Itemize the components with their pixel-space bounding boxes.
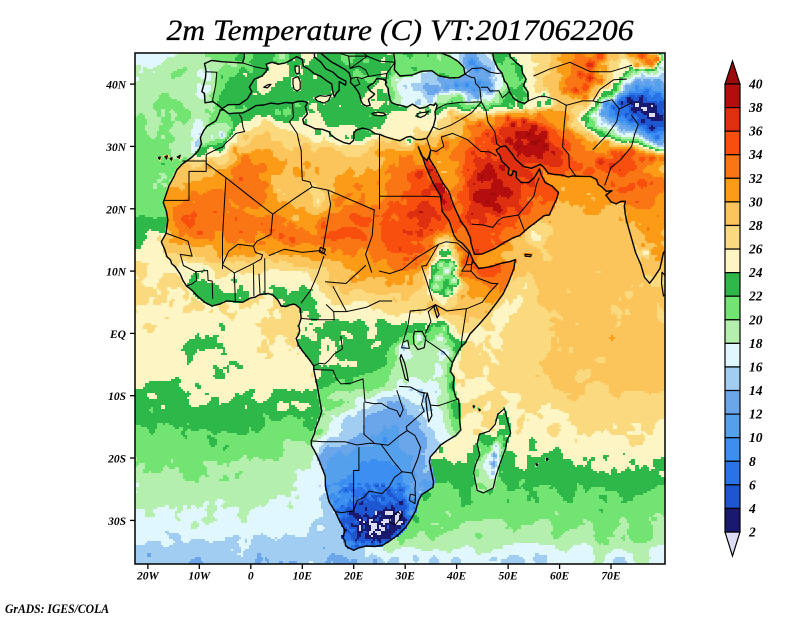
svg-text:40: 40 — [748, 77, 763, 92]
svg-text:18: 18 — [749, 336, 763, 351]
svg-text:10: 10 — [749, 430, 763, 445]
svg-text:32: 32 — [748, 171, 763, 186]
svg-text:20S: 20S — [107, 454, 126, 466]
svg-text:22: 22 — [748, 289, 763, 304]
svg-text:10W: 10W — [188, 571, 211, 583]
svg-text:26: 26 — [748, 242, 763, 257]
svg-text:30N: 30N — [105, 142, 127, 154]
svg-text:16: 16 — [749, 359, 763, 374]
svg-text:28: 28 — [748, 218, 763, 233]
svg-text:10E: 10E — [293, 571, 313, 583]
svg-text:0: 0 — [248, 571, 254, 583]
svg-text:70E: 70E — [601, 571, 621, 583]
svg-text:4: 4 — [748, 501, 756, 516]
svg-text:6: 6 — [749, 477, 756, 492]
svg-text:24: 24 — [748, 265, 763, 280]
svg-text:30: 30 — [748, 194, 763, 209]
svg-text:30S: 30S — [107, 516, 126, 528]
svg-text:38: 38 — [748, 100, 763, 115]
svg-text:36: 36 — [748, 124, 763, 139]
svg-text:50E: 50E — [499, 571, 519, 583]
svg-text:12: 12 — [749, 407, 763, 422]
svg-text:60E: 60E — [550, 571, 570, 583]
svg-text:EQ: EQ — [109, 329, 126, 341]
svg-text:2: 2 — [748, 525, 756, 540]
svg-text:20: 20 — [748, 312, 763, 327]
svg-text:40E: 40E — [446, 571, 467, 583]
svg-text:10N: 10N — [106, 267, 127, 279]
svg-text:10S: 10S — [108, 391, 126, 403]
svg-text:34: 34 — [748, 147, 763, 162]
svg-text:30E: 30E — [395, 571, 416, 583]
svg-text:20E: 20E — [343, 571, 364, 583]
svg-text:40N: 40N — [105, 80, 127, 92]
svg-text:2m Temperature (C) VT:20170: 2m Temperature (C) VT:2017062206 — [167, 14, 634, 47]
svg-text:GrADS: IGES/COLA: GrADS: IGES/COLA — [5, 602, 109, 616]
svg-text:8: 8 — [749, 454, 756, 469]
svg-text:14: 14 — [749, 383, 763, 398]
svg-text:20W: 20W — [136, 571, 160, 583]
svg-text:20N: 20N — [105, 204, 127, 216]
